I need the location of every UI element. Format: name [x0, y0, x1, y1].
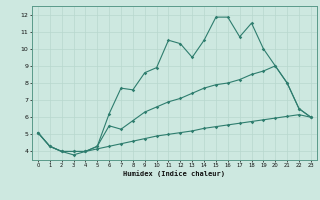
- X-axis label: Humidex (Indice chaleur): Humidex (Indice chaleur): [124, 170, 225, 177]
